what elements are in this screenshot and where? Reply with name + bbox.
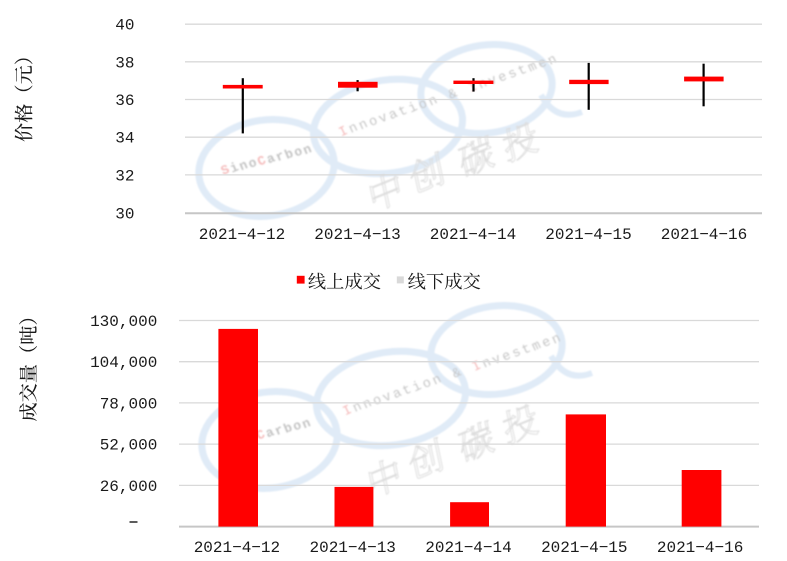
svg-text:2021−4−15: 2021−4−15 xyxy=(541,539,627,557)
svg-text:78,000: 78,000 xyxy=(100,395,158,413)
svg-text:104,000: 104,000 xyxy=(90,354,157,372)
svg-text:30: 30 xyxy=(115,206,134,224)
svg-text:2021−4−16: 2021−4−16 xyxy=(657,539,743,557)
svg-text:40: 40 xyxy=(115,17,134,35)
svg-text:Innovation & Investment: Innovation & Investment xyxy=(0,0,563,420)
svg-text:SinoCarbon: SinoCarbon xyxy=(218,140,315,179)
svg-text:2021−4−14: 2021−4−14 xyxy=(425,539,511,557)
svg-text:2021−4−12: 2021−4−12 xyxy=(199,226,285,244)
svg-text:2021−4−15: 2021−4−15 xyxy=(545,226,631,244)
svg-text:34: 34 xyxy=(115,130,134,148)
svg-text:38: 38 xyxy=(115,54,134,72)
svg-text:2021−4−13: 2021−4−13 xyxy=(309,539,395,557)
svg-text:32: 32 xyxy=(115,167,134,185)
svg-text:26,000: 26,000 xyxy=(100,478,158,496)
svg-text:2021−4−16: 2021−4−16 xyxy=(661,226,747,244)
svg-text:2021−4−14: 2021−4−14 xyxy=(430,226,516,244)
svg-text:36: 36 xyxy=(115,92,134,110)
svg-text:52,000: 52,000 xyxy=(100,437,158,455)
svg-text:2021−4−12: 2021−4−12 xyxy=(194,539,280,557)
svg-text:2021−4−13: 2021−4−13 xyxy=(314,226,400,244)
svg-text:130,000: 130,000 xyxy=(90,313,157,331)
